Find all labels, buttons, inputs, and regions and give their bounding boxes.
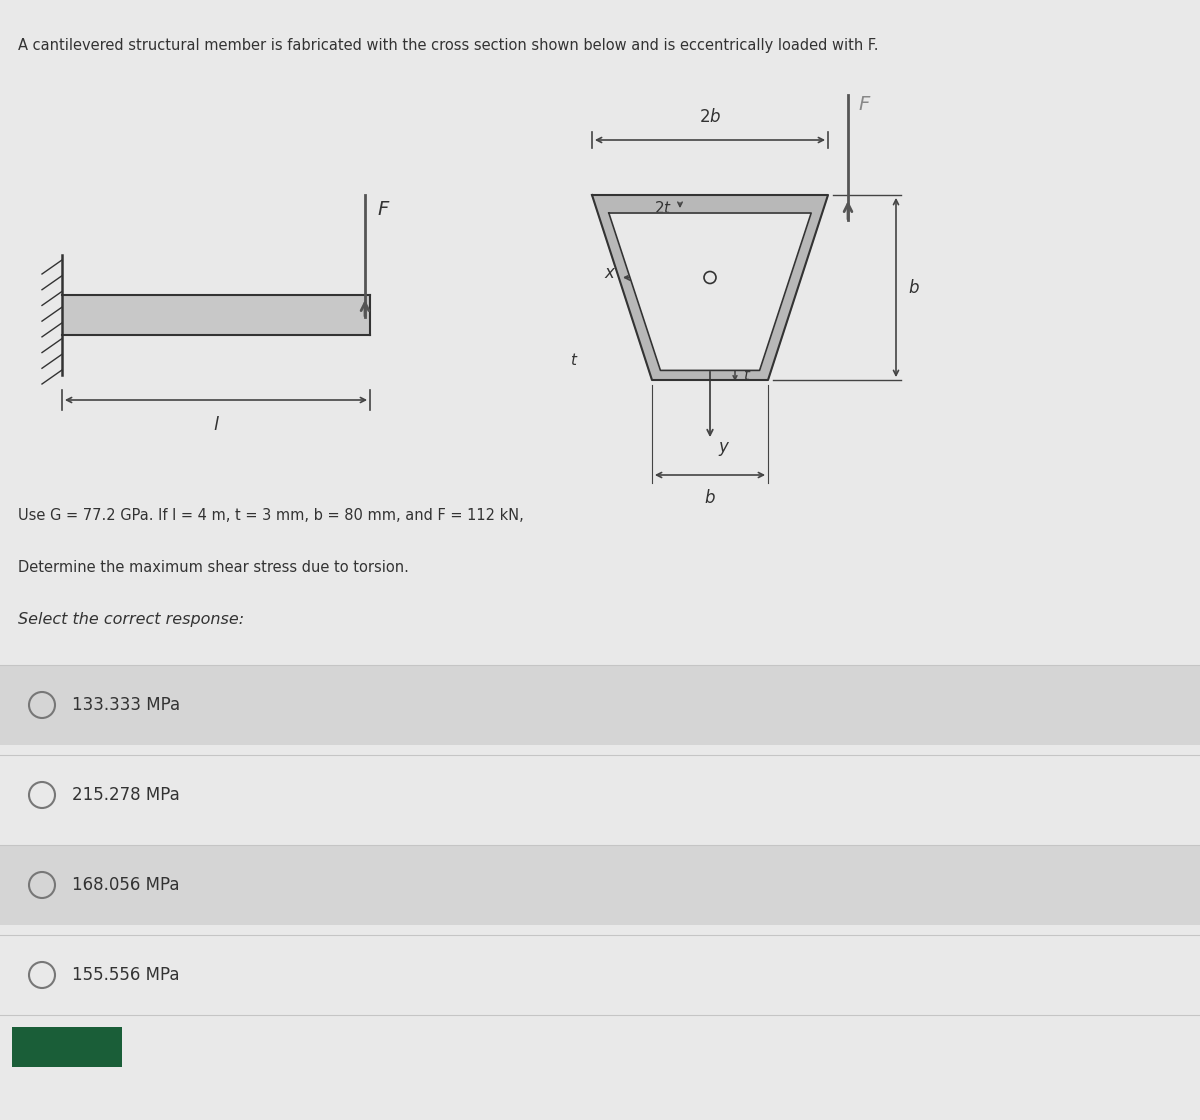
Text: 155.556 MPa: 155.556 MPa <box>72 965 180 984</box>
Bar <box>0 755 1200 836</box>
Text: $t$: $t$ <box>743 367 751 383</box>
Text: $2b$: $2b$ <box>698 108 721 127</box>
Bar <box>0 935 1200 1015</box>
Text: $t$: $t$ <box>570 352 578 368</box>
Text: $2t$: $2t$ <box>654 200 672 216</box>
Bar <box>12 1027 122 1067</box>
Text: F: F <box>858 95 869 114</box>
Polygon shape <box>592 195 828 380</box>
Text: $b$: $b$ <box>704 489 716 507</box>
Polygon shape <box>608 213 811 371</box>
Text: Determine the maximum shear stress due to torsion.: Determine the maximum shear stress due t… <box>18 560 409 575</box>
Text: Use G = 77.2 GPa. If l = 4 m, t = 3 mm, b = 80 mm, and F = 112 kN,: Use G = 77.2 GPa. If l = 4 m, t = 3 mm, … <box>18 508 523 523</box>
Text: x: x <box>604 263 614 281</box>
Text: $l$: $l$ <box>212 416 220 435</box>
Text: $b$: $b$ <box>908 279 919 297</box>
Text: 133.333 MPa: 133.333 MPa <box>72 696 180 715</box>
Text: y: y <box>718 438 728 456</box>
Text: F: F <box>377 200 389 220</box>
Text: Select the correct response:: Select the correct response: <box>18 612 244 627</box>
Bar <box>0 665 1200 745</box>
Bar <box>0 844 1200 925</box>
Text: 215.278 MPa: 215.278 MPa <box>72 786 180 804</box>
Bar <box>62 295 370 335</box>
Text: A cantilevered structural member is fabricated with the cross section shown belo: A cantilevered structural member is fabr… <box>18 38 878 53</box>
Text: 168.056 MPa: 168.056 MPa <box>72 876 180 894</box>
